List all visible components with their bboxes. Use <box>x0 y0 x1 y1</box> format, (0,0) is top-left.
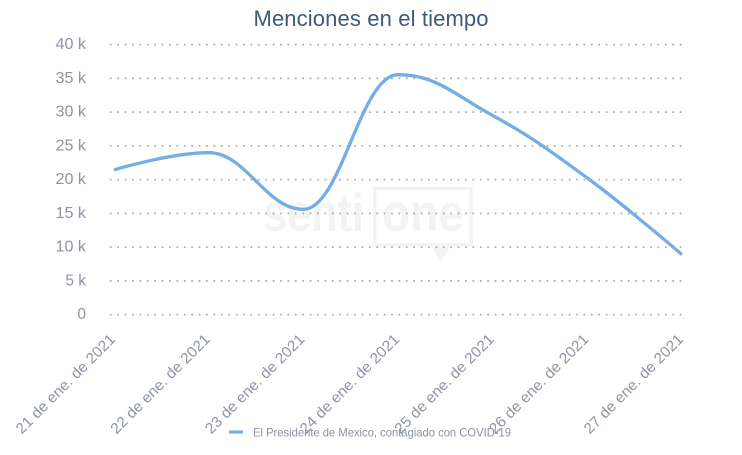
svg-text:10 k: 10 k <box>56 239 87 256</box>
svg-text:35 k: 35 k <box>56 70 87 87</box>
svg-text:30 k: 30 k <box>56 104 87 121</box>
svg-text:40 k: 40 k <box>56 36 87 53</box>
svg-text:20 k: 20 k <box>56 171 87 188</box>
svg-text:5 k: 5 k <box>65 272 86 289</box>
svg-text:15 k: 15 k <box>56 205 87 222</box>
svg-text:senti: senti <box>263 184 364 243</box>
svg-text:Menciones en el tiempo: Menciones en el tiempo <box>254 6 489 31</box>
svg-text:25 k: 25 k <box>56 137 87 154</box>
svg-text:0: 0 <box>77 306 86 323</box>
svg-text:El Presidente de Mexico, conta: El Presidente de Mexico, contagiado con … <box>253 425 511 439</box>
